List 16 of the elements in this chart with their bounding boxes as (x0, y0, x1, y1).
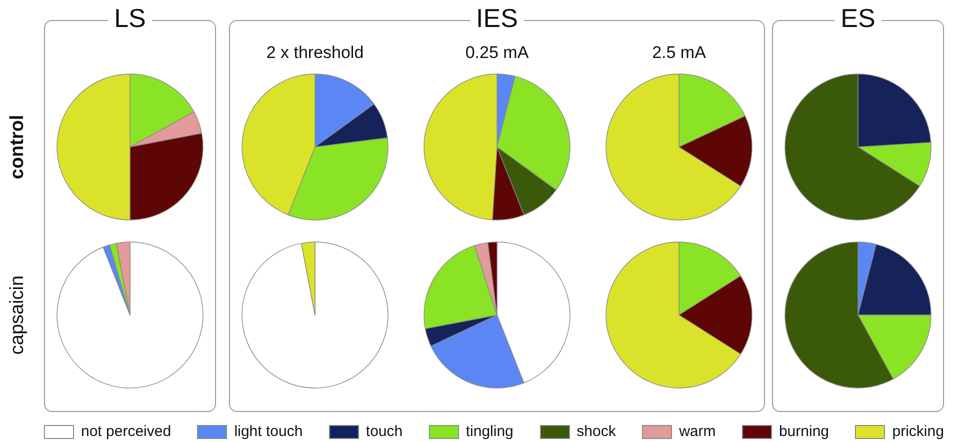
text: control (7, 114, 29, 180)
legend-label: touch (366, 423, 403, 440)
legend-label: shock (576, 423, 616, 440)
legend-label: pricking (892, 423, 944, 440)
legend-label: tingling (466, 423, 514, 440)
text: capsaicin (7, 275, 29, 355)
legend-label: burning (778, 423, 830, 440)
legend-label: not perceived (81, 423, 172, 440)
text: IES (470, 3, 524, 33)
legend-label: light touch (234, 423, 303, 440)
text: 2 x threshold (266, 43, 364, 63)
text: 2.5 mA (652, 43, 706, 63)
text: 0.25 mA (465, 43, 529, 63)
text: LS (108, 3, 152, 33)
text: ES (834, 3, 882, 33)
legend-label: warm (679, 423, 716, 440)
